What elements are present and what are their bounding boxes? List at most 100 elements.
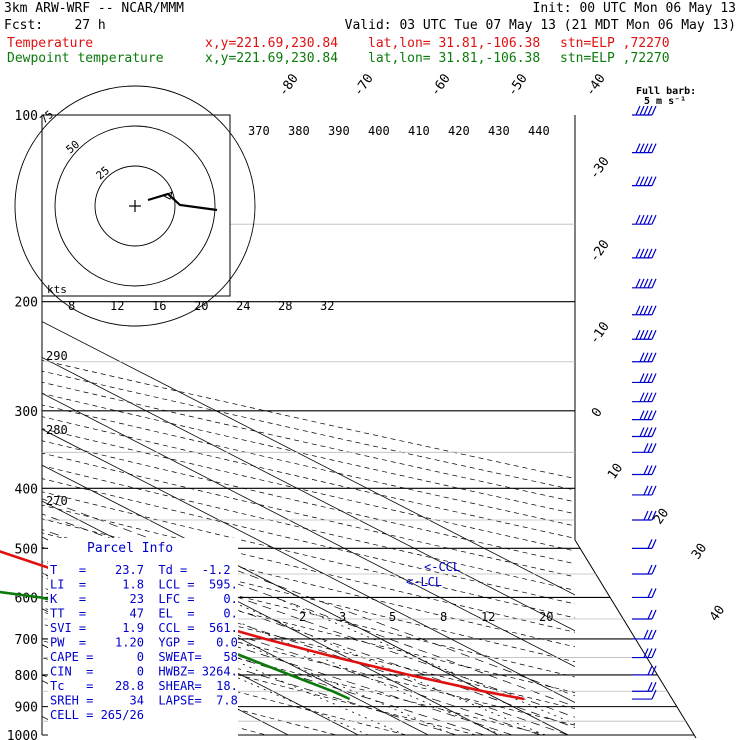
isotherm-tick-label: 30 (689, 541, 710, 562)
isotherm-line (0, 115, 8, 735)
wind-barb (632, 629, 657, 640)
isotherm-line (42, 428, 575, 704)
isotherm-tick-label: -10 (587, 319, 613, 347)
legend-temperature-stn: stn=ELP ,72270 (560, 36, 670, 51)
wind-barb (632, 392, 657, 403)
theta-e-label: 370 (248, 124, 270, 138)
isotherm-line (42, 464, 569, 735)
pressure-tick-label: 800 (15, 669, 38, 684)
dry-adiabat (42, 623, 478, 735)
pressure-tick-label: 1000 (7, 729, 38, 740)
parcel-info-row: SVI = 1.9 CCL = 561. (50, 621, 238, 635)
ccl-marker: <-CCL (424, 560, 460, 574)
dry-adiabat (42, 504, 575, 633)
wind-barb (632, 176, 657, 187)
legend-dewpoint-latlon: lat,lon= 31.81,-106.38 (368, 51, 541, 66)
wind-barb (632, 427, 657, 438)
isotherm-line (42, 321, 575, 596)
isotherm-tick-label: -70 (351, 71, 377, 99)
legend-temperature-label: Temperature (7, 36, 94, 51)
lcl-marker: <-LCL (406, 575, 442, 589)
theta-e-label: 420 (448, 124, 470, 138)
pressure-tick-label: 700 (15, 633, 38, 648)
isotherm-tick-label: -20 (587, 237, 613, 265)
legend-temperature-xy: x,y=221.69,230.84 (205, 36, 339, 51)
parcel-info-panel (48, 538, 238, 736)
theta-e-label: 400 (368, 124, 390, 138)
wind-barb (632, 248, 657, 259)
mixing-ratio-scale-label: 16 (152, 299, 166, 313)
dry-adiabat (42, 359, 575, 479)
parcel-info-row: PW = 1.20 YGP = 0.0 (50, 636, 238, 650)
pressure-tick-label: 200 (15, 296, 38, 311)
wind-barb (632, 485, 657, 496)
mixing-ratio-scale-label: 32 (320, 299, 334, 313)
dry-adiabat (42, 478, 575, 605)
moist-adiabat (42, 573, 541, 735)
wind-barb (632, 681, 657, 692)
legend-temperature-latlon: lat,lon= 31.81,-106.38 (368, 36, 541, 51)
pressure-tick-label: 100 (15, 109, 38, 124)
isotherm-tick-label: -30 (587, 154, 613, 182)
hodograph-unit-label: kts (47, 283, 67, 296)
parcel-info-row: Tc = 28.8 SHEAR= 18. (50, 679, 238, 693)
isotherm-tick-label: -60 (428, 71, 454, 99)
isotherm-line (42, 357, 575, 632)
fcst-label: Fcst: 27 h (4, 18, 106, 33)
isotherm-tick-label: 40 (707, 603, 728, 624)
hodograph-ring (14, 85, 256, 327)
wind-barb (632, 689, 657, 700)
theta-e-label: 430 (488, 124, 510, 138)
wind-barb (632, 278, 657, 289)
parcel-info-row: T = 23.7 Td = -1.2 (50, 563, 231, 577)
moist-adiabat (42, 599, 485, 735)
wind-barb (632, 143, 657, 154)
parcel-info-title: Parcel Info (87, 541, 173, 556)
legend-dewpoint-label: Dewpoint temperature (7, 51, 164, 66)
mixing-ratio-label: 20 (539, 610, 553, 624)
isotherm-tick-label: 20 (651, 506, 672, 527)
parcel-info-row: LI = 1.8 LCL = 595. (50, 578, 238, 592)
theta-e-label: 440 (528, 124, 550, 138)
wind-barb (632, 665, 657, 676)
pressure-tick-label: 400 (15, 482, 38, 497)
isotherm-line (42, 392, 575, 668)
parcel-info-row: CIN = 0 HWBZ= 3264. (50, 665, 238, 679)
pressure-tick-label: 500 (15, 542, 38, 557)
mixing-ratio-scale-label: 28 (278, 299, 292, 313)
hodograph-ring (54, 125, 216, 287)
wind-barb (632, 510, 657, 521)
moist-adiabat (42, 513, 575, 708)
isotherm-tick-label: 0 (589, 405, 606, 420)
dry-adiabat-label: 290 (46, 349, 68, 363)
parcel-info-row: SREH = 34 LAPSE= 7.8 (50, 694, 238, 708)
mixing-ratio-label: 8 (440, 610, 447, 624)
isotherm-tick-label: -40 (583, 71, 609, 99)
wind-barb (632, 609, 657, 620)
model-label: 3km ARW-WRF -- NCAR/MMM (4, 1, 185, 16)
wind-barb (632, 588, 657, 599)
wind-barb (632, 564, 657, 575)
parcel-info-row: CAPE = 0 SWEAT= 58 (50, 650, 238, 664)
legend-dewpoint-xy: x,y=221.69,230.84 (205, 51, 339, 66)
storm-motion-marker (162, 191, 173, 200)
wind-barb (632, 305, 657, 316)
wind-barb (632, 352, 657, 363)
wind-barb (632, 373, 657, 384)
dry-adiabat (42, 576, 575, 710)
mixing-ratio-label: 12 (481, 610, 495, 624)
wind-barb (632, 539, 657, 549)
parcel-info-row: TT = 47 EL = 0. (50, 607, 238, 621)
parcel-info-row: K = 23 LFC = 0. (50, 592, 238, 606)
theta-e-label: 380 (288, 124, 310, 138)
isotherm-tick-label: -50 (505, 71, 531, 99)
parcel-info-row: CELL = 265/26 (50, 708, 144, 722)
theta-e-label: 410 (408, 124, 430, 138)
hodograph-trace (147, 192, 218, 212)
wind-barb (632, 330, 657, 340)
legend-dewpoint-stn: stn=ELP ,72270 (560, 51, 670, 66)
valid-label: Valid: 03 UTC Tue 07 May 13 (21 MDT Mon … (344, 18, 736, 33)
mixing-ratio-label: 3 (339, 610, 346, 624)
init-label: Init: 00 UTC Mon 06 May 13 (532, 1, 737, 16)
